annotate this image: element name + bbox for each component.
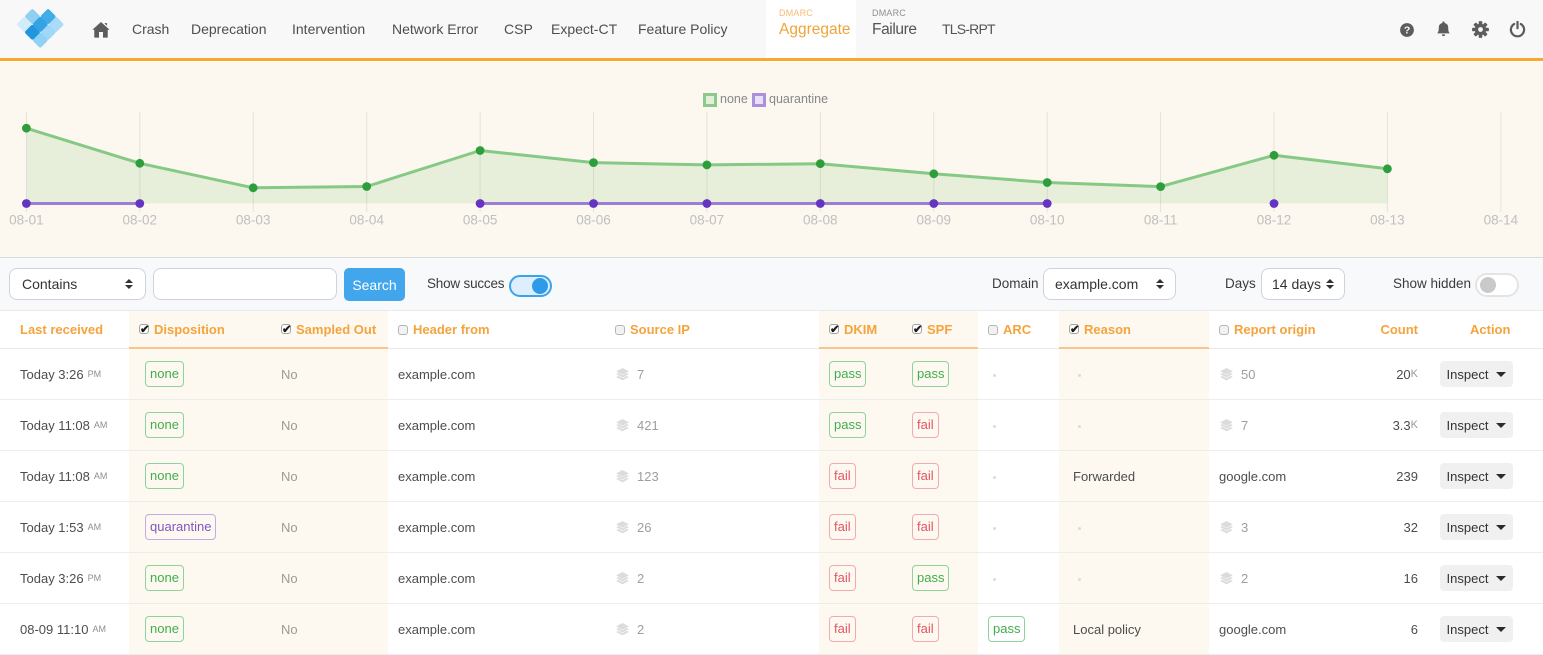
svg-text:08-12: 08-12: [1257, 213, 1292, 228]
svg-text:08-11: 08-11: [1144, 213, 1178, 228]
svg-text:08-06: 08-06: [576, 213, 611, 228]
svg-text:08-02: 08-02: [123, 213, 158, 228]
svg-text:08-09: 08-09: [917, 213, 952, 228]
svg-text:08-14: 08-14: [1484, 213, 1519, 228]
svg-text:08-01: 08-01: [9, 213, 44, 228]
svg-text:?: ?: [1404, 24, 1410, 36]
svg-text:08-13: 08-13: [1370, 213, 1405, 228]
svg-text:08-05: 08-05: [463, 213, 498, 228]
svg-text:08-03: 08-03: [236, 213, 271, 228]
svg-text:08-07: 08-07: [690, 213, 725, 228]
svg-text:08-10: 08-10: [1030, 213, 1065, 228]
svg-text:08-04: 08-04: [349, 213, 384, 228]
svg-text:08-08: 08-08: [803, 213, 838, 228]
